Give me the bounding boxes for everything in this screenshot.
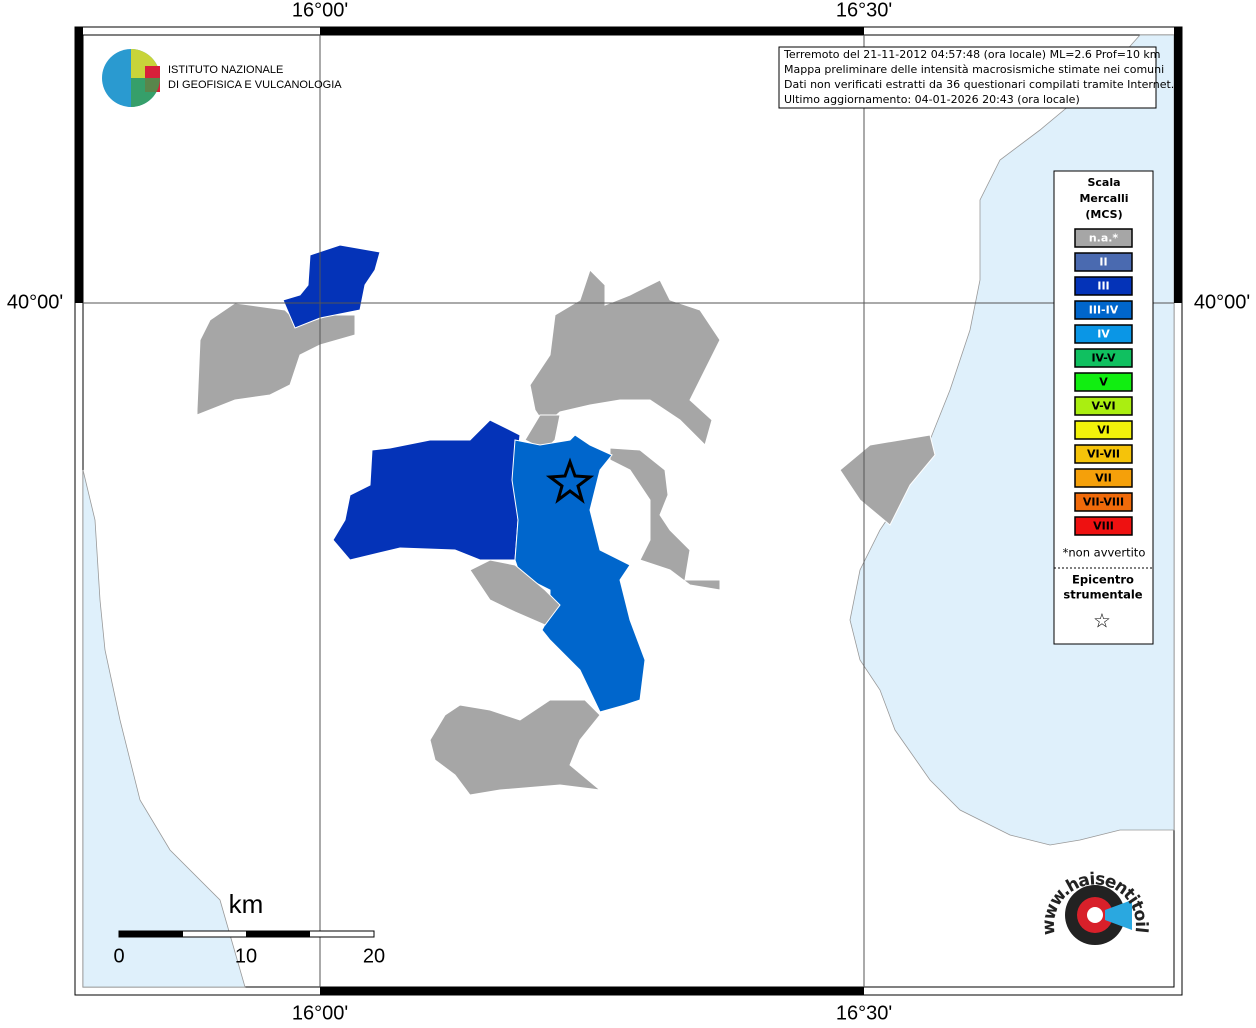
- ingv-logo: ISTITUTO NAZIONALE DI GEOFISICA E VULCAN…: [102, 49, 342, 107]
- lat-label: 40°00': [1194, 291, 1250, 313]
- legend-label: III: [1097, 280, 1109, 293]
- legend-label: V: [1099, 376, 1108, 389]
- legend-swatch: [1074, 468, 1133, 488]
- legend-swatch: [1074, 300, 1133, 320]
- frame-bar: [320, 987, 864, 995]
- legend-title: (MCS): [1085, 208, 1122, 221]
- legend-label: VIII: [1093, 520, 1114, 533]
- municipality: [332, 419, 521, 561]
- legend-title: Mercalli: [1079, 192, 1128, 205]
- epicenter: [545, 457, 595, 504]
- legend-swatch: [1074, 252, 1133, 272]
- frame-bar: [1174, 27, 1182, 303]
- legend-title: Scala: [1087, 176, 1120, 189]
- municipality: [529, 269, 721, 446]
- info-text: Terremoto del 21-11-2012 04:57:48 (ora l…: [783, 48, 1174, 106]
- legend-swatch: [1074, 276, 1133, 296]
- frame-bar: [320, 27, 864, 35]
- lon-label: 16°30': [836, 1002, 892, 1024]
- logo-globe: [131, 78, 160, 107]
- info-box: [778, 46, 1157, 109]
- legend-label: IV-V: [1091, 352, 1116, 365]
- legend: ScalaMercalli(MCS)n.a.*IIIIIIII-IVIVIV-V…: [1074, 176, 1133, 536]
- scale-bar: km 0 10 20: [113, 889, 385, 967]
- lon-label: 16°00': [292, 0, 348, 21]
- lon-label: 16°00': [292, 1002, 348, 1024]
- scale-unit: km: [229, 889, 264, 919]
- legend-note: *non avvertito: [1063, 546, 1146, 560]
- sea: [82, 469, 246, 988]
- legend-label: VI-VII: [1087, 448, 1120, 461]
- legend-label: VII-VIII: [1083, 496, 1124, 509]
- legend-swatch: [1074, 372, 1133, 392]
- frame-bar: [75, 27, 83, 303]
- legend-label: VII: [1095, 472, 1112, 485]
- scale-label: 20: [363, 945, 385, 967]
- scale-segment: [246, 931, 310, 937]
- municipality: [469, 559, 561, 626]
- scale-label: 10: [235, 945, 257, 967]
- legend-swatch: [1074, 228, 1133, 248]
- legend-swatch: [1074, 516, 1133, 536]
- legend-star: ☆: [1093, 609, 1111, 633]
- legend-label: n.a.*: [1089, 232, 1119, 245]
- legend-swatch: [1074, 420, 1133, 440]
- info-line: Terremoto del 21-11-2012 04:57:48 (ora l…: [783, 48, 1161, 61]
- municipality: [429, 699, 602, 796]
- scale-segment: [119, 931, 183, 937]
- legend-label: IV: [1097, 328, 1110, 341]
- logo-text: ISTITUTO NAZIONALE: [168, 64, 283, 76]
- legend-label: II: [1099, 256, 1107, 269]
- legend-epicenter: strumentale: [1063, 588, 1142, 602]
- legend-label: III-IV: [1089, 304, 1119, 317]
- info-line: Mappa preliminare delle intensità macros…: [784, 63, 1164, 76]
- legend-swatch: [1074, 348, 1133, 368]
- info-line: Dati non verificati estratti da 36 quest…: [784, 78, 1174, 91]
- municipality: [196, 302, 356, 416]
- graticule: [83, 35, 1174, 987]
- legend-swatch: [1074, 444, 1133, 464]
- frame-bars: [75, 27, 1182, 995]
- info-line: Ultimo aggiornamento: 04-01-2026 20:43 (…: [784, 93, 1080, 106]
- badge-circle: [1087, 907, 1103, 923]
- legend-swatch: [1074, 396, 1133, 416]
- municipality: [282, 244, 381, 329]
- legend-label: VI: [1097, 424, 1110, 437]
- badge-cone: [1105, 900, 1132, 930]
- lat-label: 40°00': [7, 291, 63, 313]
- logo-text: DI GEOFISICA E VULCANOLOGIA: [168, 79, 342, 91]
- legend-swatch: [1074, 324, 1133, 344]
- legend-swatch: [1074, 492, 1133, 512]
- legend-label: V-VI: [1091, 400, 1115, 413]
- legend-epicenter: Epicentro: [1072, 573, 1134, 587]
- scale-label: 0: [113, 945, 124, 967]
- municipality: [609, 447, 721, 591]
- lon-label: 16°30': [836, 0, 892, 21]
